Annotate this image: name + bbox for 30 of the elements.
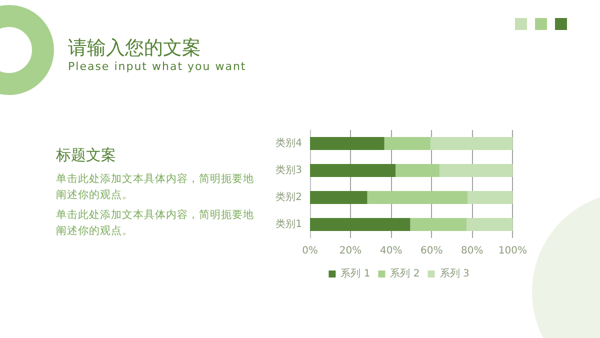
bar xyxy=(310,191,368,204)
text: 标题文案 xyxy=(56,146,116,165)
bar xyxy=(466,218,513,231)
bar xyxy=(440,164,513,177)
bar xyxy=(310,164,396,177)
legend-label: 系列 3 xyxy=(440,268,470,280)
text: 单击此处添加文本具体内容，简明扼要地阐述你的观点。 xyxy=(56,172,255,203)
x-tick-label: 40% xyxy=(380,246,402,256)
text: 请输入您的文案 xyxy=(68,36,201,61)
x-tick-label: 20% xyxy=(339,246,362,256)
x-tick-label: 60% xyxy=(420,246,443,256)
bar xyxy=(468,191,513,204)
text: 单击此处添加文本具体内容，简明扼要地阐述你的观点。 xyxy=(56,208,255,239)
bar xyxy=(310,137,384,150)
bar xyxy=(367,191,468,204)
bar xyxy=(384,137,431,150)
legend-label: 系列 2 xyxy=(390,268,420,280)
y-tick-label: 类别1 xyxy=(276,218,302,230)
y-tick-label: 类别4 xyxy=(276,137,302,149)
legend-label: 系列 1 xyxy=(340,268,370,280)
bar xyxy=(396,164,440,177)
y-tick-label: 类别2 xyxy=(276,191,302,203)
text: Please input what you want xyxy=(68,60,246,73)
bar xyxy=(310,218,410,231)
x-tick-label: 80% xyxy=(461,246,484,256)
bar xyxy=(430,137,513,150)
bar xyxy=(410,218,466,231)
x-tick-label: 100% xyxy=(498,246,527,256)
y-tick-label: 类别3 xyxy=(276,164,302,176)
x-tick-label: 0% xyxy=(302,246,318,256)
